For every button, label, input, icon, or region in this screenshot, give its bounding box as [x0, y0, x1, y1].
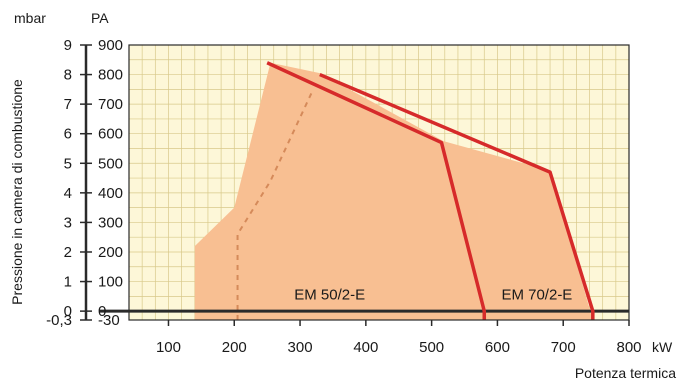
dashed-boundary	[236, 88, 315, 320]
y-tick-label-mbar: 3	[64, 214, 72, 231]
y-tick-label-pa: 300	[98, 214, 123, 231]
x-ticks: 100 200 300 400 500 600 700 800	[156, 320, 642, 356]
y-tick-label-mbar: 1	[64, 274, 72, 291]
y-tick-label-pa: -30	[98, 312, 120, 329]
working-field-area	[194, 62, 593, 320]
series-labels: EM 50/2-E EM 70/2-E	[294, 286, 572, 303]
y-tick-label-mbar: 6	[64, 126, 72, 143]
y-axis-title: Pressione in camera di combustione	[9, 79, 25, 305]
y-tick-label-mbar: 4	[64, 185, 72, 202]
y-tick-label-pa: 200	[98, 244, 123, 261]
series-label-1: EM 50/2-E	[294, 286, 365, 303]
y-tick-label-mbar: -0,3	[46, 312, 72, 329]
y-tick-label-mbar: 2	[64, 244, 72, 261]
x-tick-label: 600	[485, 339, 510, 356]
y-tick-label-pa: 100	[98, 274, 123, 291]
y-tick-label-pa: 400	[98, 185, 123, 202]
y-tick-label-mbar: 8	[64, 67, 72, 84]
series-line-2	[319, 72, 595, 320]
y-tick-label-mbar: 0	[64, 303, 72, 320]
x-axis-title: Potenza termica	[575, 365, 676, 381]
x-tick-label: 400	[353, 339, 378, 356]
series-lines	[266, 61, 595, 320]
x-tick-label: 800	[616, 339, 641, 356]
y-tick-label-pa: 0	[98, 303, 106, 320]
x-tick-label: 500	[419, 339, 444, 356]
y-tick-label-mbar: 9	[64, 37, 72, 54]
x-tick-label: 700	[551, 339, 576, 356]
series-label-2: EM 70/2-E	[501, 286, 572, 303]
y-tick-label-pa: 600	[98, 126, 123, 143]
y-tick-label-pa: 900	[98, 37, 123, 54]
y-tick-label-pa: 500	[98, 155, 123, 172]
x-tick-label: 300	[288, 339, 313, 356]
x-unit: kW	[652, 339, 673, 355]
series-line-1	[266, 61, 487, 320]
y-tick-label-pa: 700	[98, 96, 123, 113]
y-tick-label-pa: 800	[98, 67, 123, 84]
plot-frame	[128, 44, 630, 321]
y-left-unit: mbar	[14, 10, 46, 26]
x-tick-label: 100	[156, 339, 181, 356]
y-right-unit: PA	[91, 10, 109, 26]
y-tick-label-mbar: 7	[64, 96, 72, 113]
y-tick-label-mbar: 5	[64, 155, 72, 172]
x-tick-label: 200	[222, 339, 247, 356]
